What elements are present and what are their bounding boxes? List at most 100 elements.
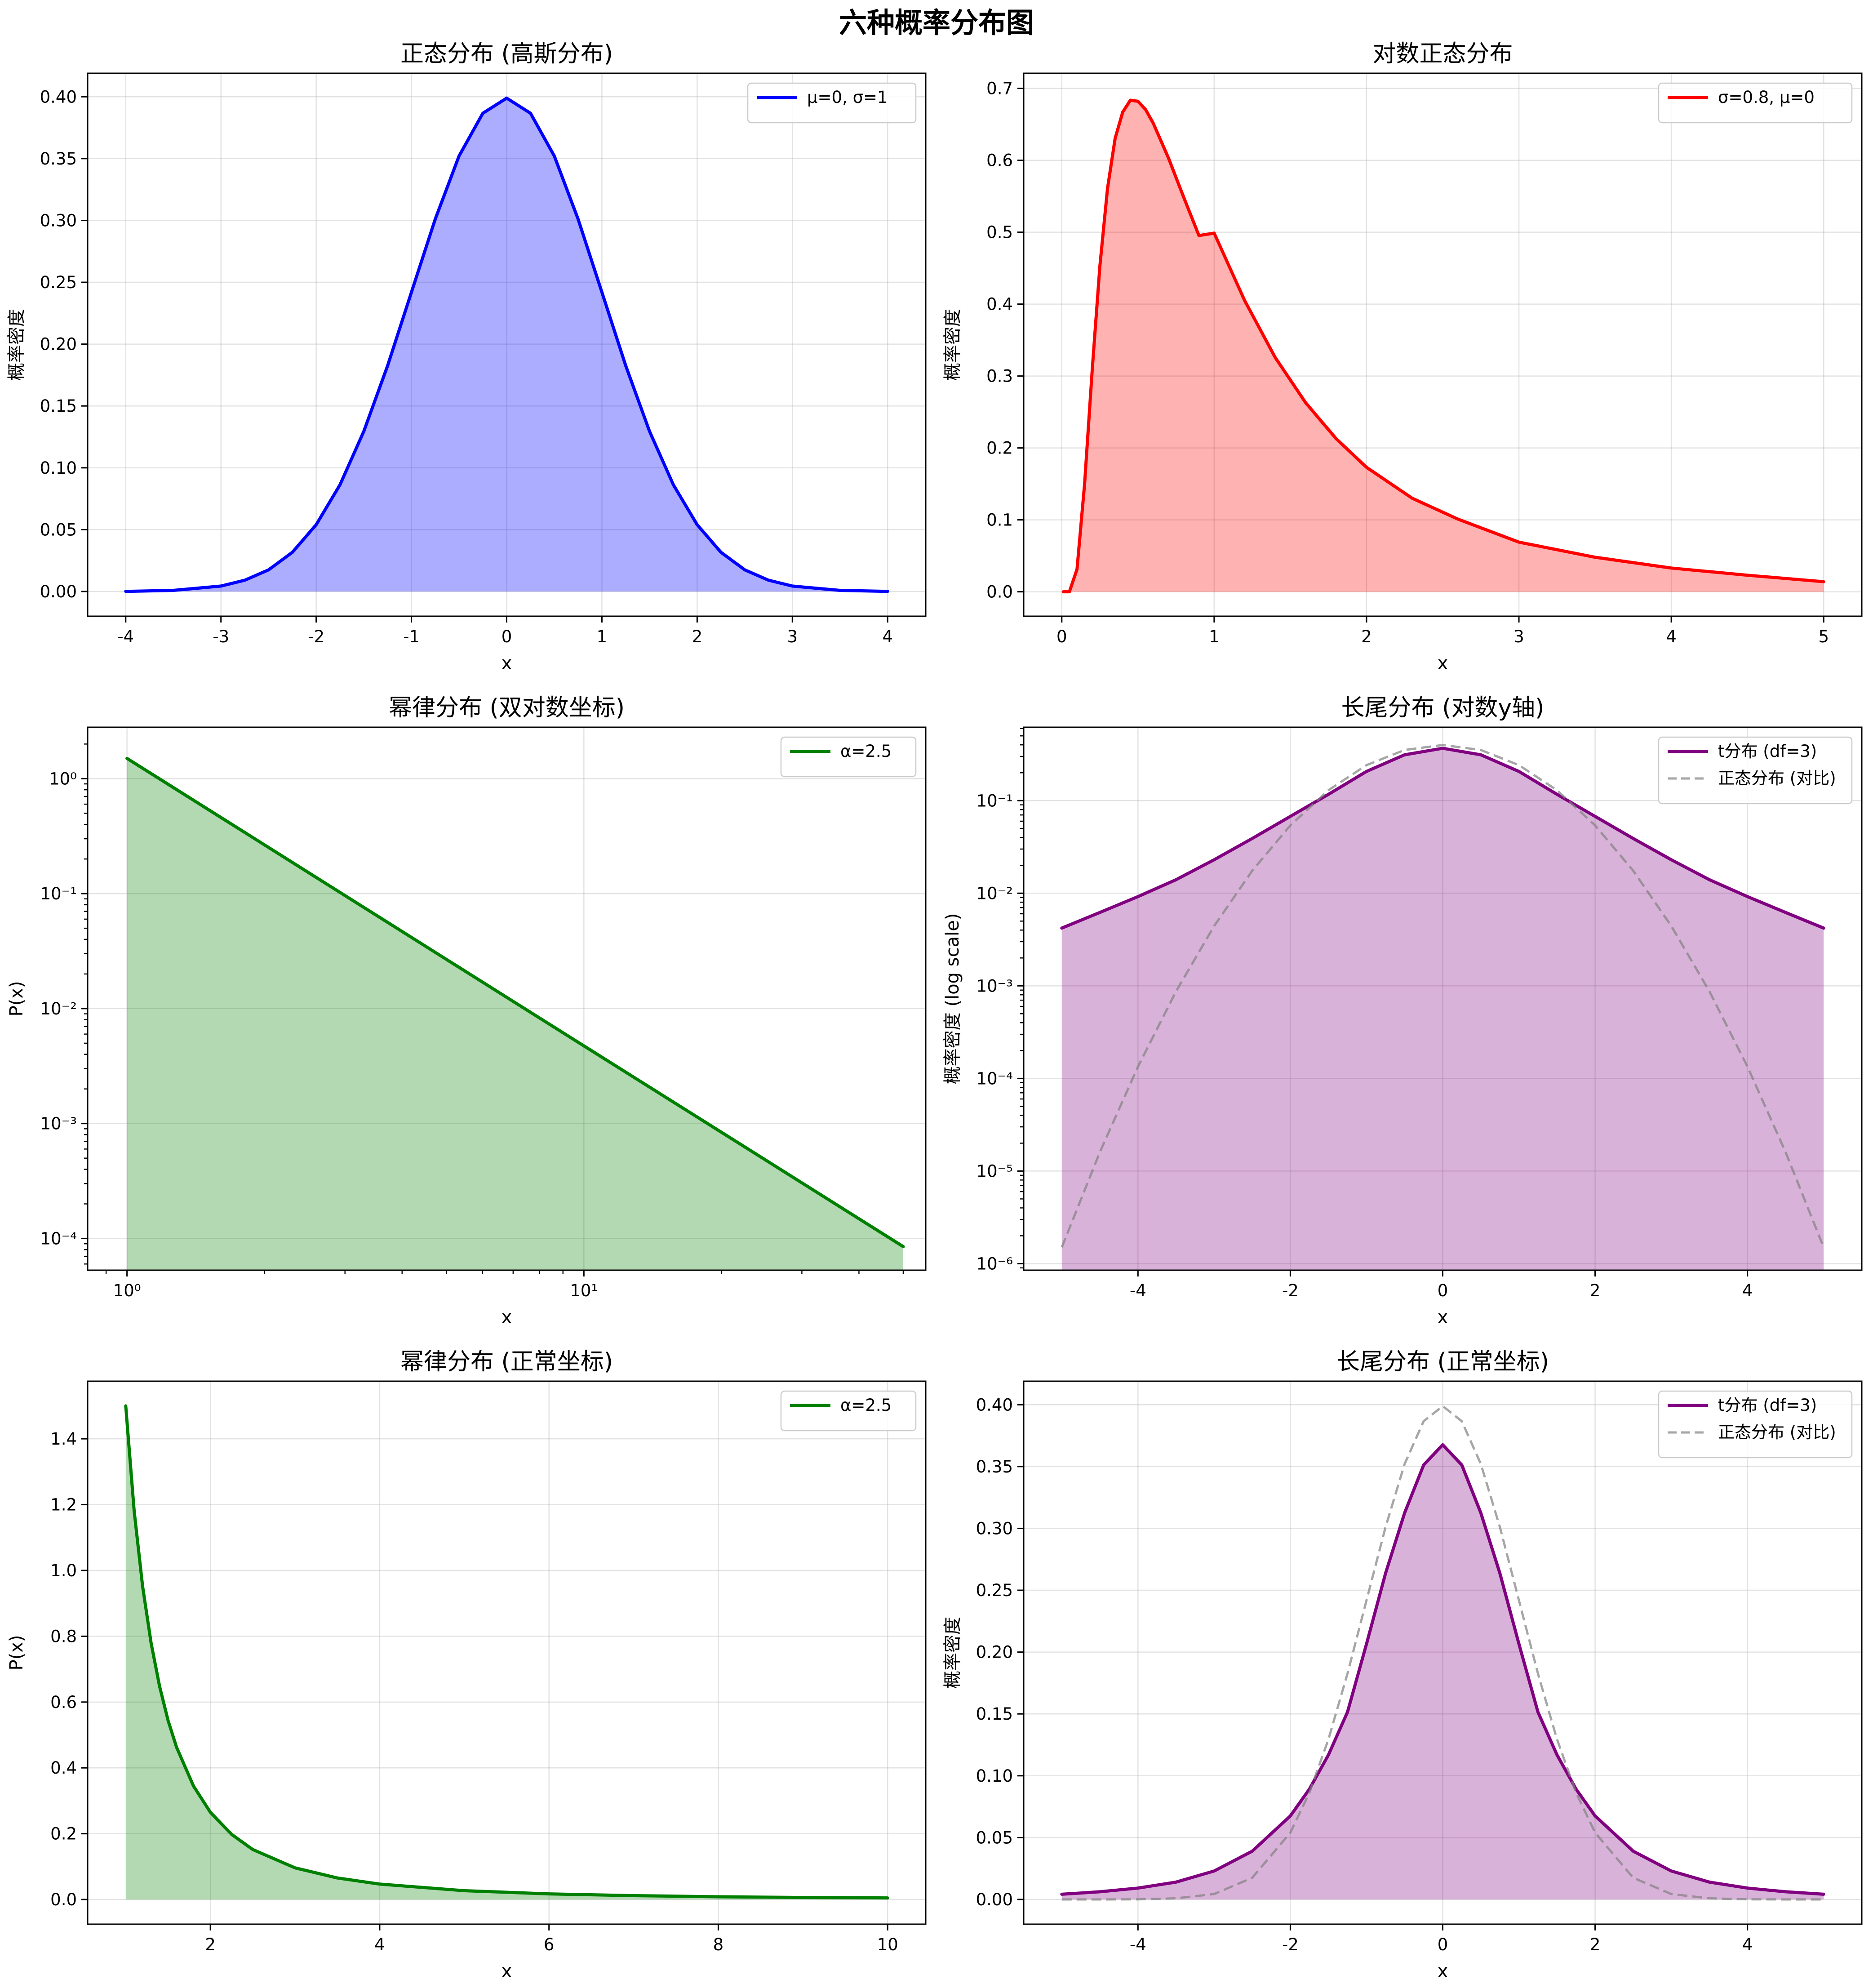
legend-box [1658,1390,1853,1459]
x-tick-label: 4 [1742,1935,1753,1954]
x-tick-label: 4 [1742,1281,1753,1300]
x-tick-label: -2 [308,627,324,646]
y-tick-label: 0.20 [976,1643,1013,1662]
y-tick-label: 0.4 [986,295,1013,314]
y-tick-label: 1.0 [50,1561,77,1580]
x-tick-label: 2 [1590,1935,1601,1954]
y-axis-label: 概率密度 (log scale) [942,913,963,1085]
y-tick-label: 10⁻¹ [40,884,77,903]
y-axis-label: 概率密度 [942,309,963,381]
y-tick-label: 0.15 [976,1704,1013,1724]
x-tick-label: -3 [213,627,229,646]
y-tick-label: 0.10 [40,458,77,478]
y-tick-label: 0.35 [976,1457,1013,1477]
series-line-0 [124,1404,889,1900]
y-tick-label: 0.30 [976,1519,1013,1538]
y-tick-label: 1.4 [50,1429,77,1449]
plot-area [1060,1405,1825,1901]
legend-label: μ=0, σ=1 [807,88,888,107]
x-tick-label: 3 [787,627,798,646]
legend: α=2.5 [780,1390,917,1432]
y-tick-label: 0.4 [50,1758,77,1778]
plot-area [1060,744,1825,1270]
x-tick-label: 2 [692,627,703,646]
y-tick-label: 10⁻² [976,884,1013,903]
legend-box [1658,736,1853,805]
y-tick-label: 0.05 [976,1828,1013,1847]
legend-box [780,1390,917,1432]
y-tick-label: 10⁻⁶ [976,1254,1013,1273]
y-tick-label: 0.10 [976,1766,1013,1786]
y-tick-label: 10⁻³ [976,976,1013,996]
y-tick-label: 10⁻³ [40,1114,77,1134]
x-tick-label: 2 [1361,627,1372,646]
x-axis-label: x [502,1961,512,1982]
y-axis-label: 概率密度 [6,309,27,381]
legend: t分布 (df=3) 正态分布 (对比) [1658,736,1853,805]
y-tick-label: 10⁻⁴ [40,1229,77,1248]
series-line-0 [125,756,905,1248]
x-tick-label: -2 [1282,1281,1299,1300]
x-tick-label: 0 [502,627,512,646]
legend-box [747,82,917,124]
series-fill-0 [125,98,888,592]
y-tick-label: 10⁻² [40,999,77,1018]
legend-label: t分布 (df=3) [1718,1396,1817,1415]
x-axis-label: x [1438,1961,1448,1982]
y-tick-label: 0.6 [986,151,1013,170]
y-tick-label: 0.30 [40,211,77,230]
y-tick-label: 10⁻⁴ [976,1069,1013,1088]
series-fill-0 [127,758,904,1270]
series-fill-0 [1061,1445,1824,1899]
series-line-1 [1061,1405,1824,1901]
chart-panel-powerlaw-linear: 2 4 6 8 10 0.0 0.2 0.4 0.6 0.8 1.0 1.2 1.4 幂律分布 (正常坐标… [6,1348,927,1982]
x-tick-label: 4 [882,627,893,646]
y-axis-label: 概率密度 [942,1617,963,1689]
legend-label: α=2.5 [840,742,892,761]
x-tick-label: -4 [117,627,134,646]
plot-area [124,1404,889,1900]
series-line-0 [124,96,889,593]
y-tick-label: 10⁻¹ [976,791,1013,810]
legend-box [780,736,917,778]
x-tick-label: 0 [1056,627,1067,646]
x-tick-label: -4 [1130,1281,1146,1300]
x-tick-label: 5 [1818,627,1829,646]
legend-label: α=2.5 [840,1396,892,1415]
y-tick-label: 0.40 [976,1395,1013,1414]
chart-title: 幂律分布 (正常坐标) [400,1348,613,1375]
legend-label: 正态分布 (对比) [1718,769,1836,788]
x-tick-label: 10 [877,1935,898,1954]
series-fill-0 [1061,748,1824,1270]
series-fill-0 [125,1405,888,1900]
grid [88,73,926,616]
chart-panel-normal: -4 -3 -2 -1 0 1 2 3 4 0.00 0.05 0.10 0.15 0.20 0.25 0.3… [6,40,927,674]
chart-panel-powerlaw-loglog: 10⁰ 10¹ 10⁻⁴ 10⁻³ 10⁻² 10⁻¹ 10⁰ 幂律分布 (双对数坐标) x P(… [6,694,927,1328]
series-line-0 [1060,1443,1825,1896]
x-axis-label: x [1438,1307,1448,1328]
axes-frame [87,1380,927,1925]
y-tick-label: 0.00 [976,1890,1013,1909]
x-axis-label: x [1438,653,1448,674]
y-tick-label: 0.25 [976,1581,1013,1600]
x-tick-label: 2 [205,1935,216,1954]
axes-frame [87,726,927,1271]
chart-title: 长尾分布 (正常坐标) [1336,1348,1549,1375]
y-tick-label: 1.2 [50,1495,77,1515]
legend: σ=0.8, μ=0 [1658,82,1853,124]
legend-label: σ=0.8, μ=0 [1718,88,1815,107]
legend-box [1658,82,1853,124]
y-axis-label: P(x) [6,1635,27,1670]
x-tick-label: 3 [1513,627,1524,646]
x-tick-label: 4 [1666,627,1677,646]
y-tick-label: 0.25 [40,273,77,292]
legend: t分布 (df=3) 正态分布 (对比) [1658,1390,1853,1459]
plot-area [125,756,905,1270]
x-axis-label: x [502,1307,512,1328]
y-tick-label: 0.2 [50,1824,77,1844]
y-tick-label: 0.15 [40,396,77,416]
series-line-0 [1061,98,1825,594]
y-axis-label: P(x) [6,981,27,1016]
y-tick-label: 0.6 [50,1693,77,1712]
